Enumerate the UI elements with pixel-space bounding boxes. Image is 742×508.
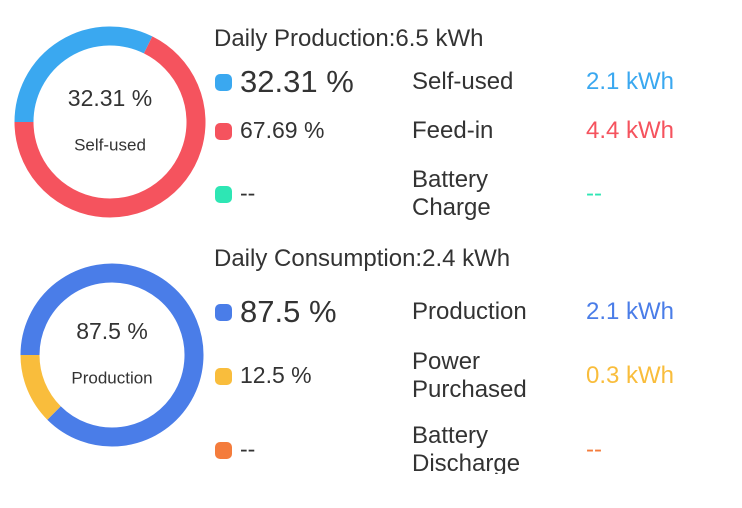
donut-segment bbox=[14, 26, 153, 123]
item-name: Production bbox=[412, 298, 527, 325]
section-title: Daily Consumption:2.4 kWh bbox=[214, 245, 511, 272]
percent: 32.31 % bbox=[240, 64, 354, 99]
percent: 67.69 % bbox=[240, 117, 325, 143]
legend-dot bbox=[215, 304, 232, 321]
donut-center-value: 32.31 % bbox=[68, 85, 152, 111]
section-title: Daily Production:6.5 kWh bbox=[214, 25, 484, 52]
donut-charts: 32.31 % Self-used 87.5 % Production bbox=[14, 26, 206, 447]
legend-dot bbox=[215, 442, 232, 459]
amount: -- bbox=[586, 180, 602, 207]
item-name: Power Purchased bbox=[412, 348, 527, 403]
donut-center-label: Self-used bbox=[74, 135, 146, 154]
amount: 2.1 kWh bbox=[586, 298, 675, 325]
percent: -- bbox=[240, 180, 256, 206]
item-name: Battery Charge bbox=[412, 166, 491, 221]
legend-dot bbox=[215, 74, 232, 91]
donut-segment bbox=[14, 36, 206, 218]
item-name: Feed-in bbox=[412, 117, 494, 144]
donut-center-label: Production bbox=[71, 368, 152, 387]
amount: 2.1 kWh bbox=[586, 68, 675, 95]
percent: -- bbox=[240, 436, 256, 462]
legend-dot bbox=[215, 186, 232, 203]
item-name: Self-used bbox=[412, 68, 514, 95]
amount: -- bbox=[586, 436, 602, 463]
donut-segment bbox=[20, 263, 204, 447]
donut-segment bbox=[20, 354, 61, 420]
item-name: Battery Discharge bbox=[412, 422, 521, 474]
amount: 4.4 kWh bbox=[586, 117, 675, 144]
legend-dot bbox=[215, 123, 232, 140]
percent: 87.5 % bbox=[240, 294, 337, 329]
amount: 0.3 kWh bbox=[586, 362, 675, 389]
legend-dot bbox=[215, 368, 232, 385]
content: 32.31 % Self-used 87.5 % Production Daily P… bbox=[14, 25, 675, 474]
percent: 12.5 % bbox=[240, 362, 312, 388]
donut-center-value: 87.5 % bbox=[76, 318, 148, 344]
